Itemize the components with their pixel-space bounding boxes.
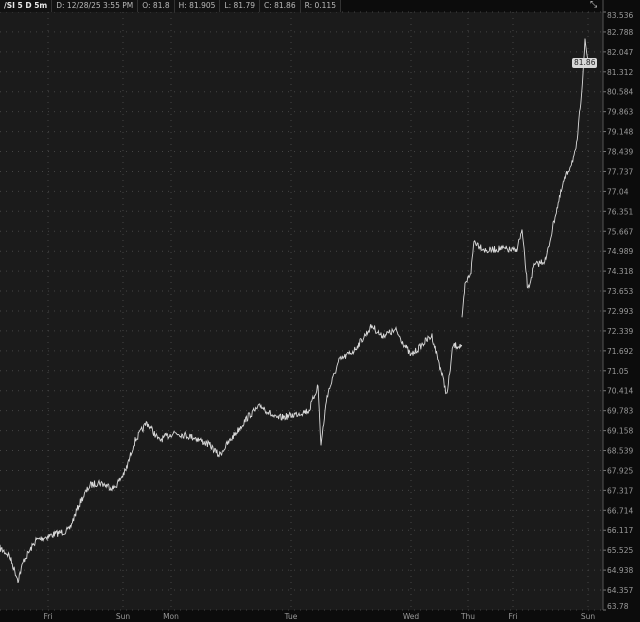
y-tick-label: 66.117 — [607, 526, 633, 535]
ohlc-header: /SI 5 D 5m D: 12/28/25 3:55 PM O: 81.8 H… — [0, 0, 341, 12]
y-tick-label: 81.312 — [607, 68, 633, 77]
y-tick-label: 79.863 — [607, 108, 633, 117]
y-tick-label: 65.525 — [607, 546, 633, 555]
y-tick-label: 64.357 — [607, 586, 633, 595]
y-tick-label: 77.737 — [607, 167, 633, 176]
range-label: R: 0.115 — [301, 0, 341, 12]
y-tick-label: 79.148 — [607, 128, 633, 137]
y-tick-label: 63.78 — [607, 602, 629, 611]
y-tick-label: 64.938 — [607, 566, 633, 575]
y-tick-label: 69.783 — [607, 407, 633, 416]
y-tick-label: 69.158 — [607, 427, 633, 436]
y-tick-label: 72.993 — [607, 307, 633, 316]
price-line-segment-1 — [461, 38, 589, 318]
y-tick-label: 72.339 — [607, 327, 633, 336]
x-tick-label: Wed — [403, 612, 420, 621]
low-label: L: 81.79 — [220, 0, 260, 12]
x-tick-label: Mon — [163, 612, 179, 621]
y-tick-label: 67.925 — [607, 466, 633, 475]
open-label: O: 81.8 — [138, 0, 175, 12]
y-tick-label: 67.317 — [607, 486, 633, 495]
y-tick-label: 82.788 — [607, 28, 633, 37]
x-tick-label: Fri — [509, 612, 518, 621]
x-tick-label: Fri — [44, 612, 53, 621]
y-tick-label: 71.692 — [607, 347, 633, 356]
y-tick-label: 70.414 — [607, 387, 633, 396]
plot-area — [0, 12, 603, 610]
y-tick-label: 74.318 — [607, 267, 633, 276]
y-tick-label: 76.351 — [607, 207, 633, 216]
y-tick-label: 83.536 — [607, 11, 633, 20]
y-tick-label: 71.05 — [607, 367, 629, 376]
price-line-segment-0 — [0, 324, 463, 584]
date-label: D: 12/28/25 3:55 PM — [52, 0, 139, 12]
zoom-icon[interactable]: ⤡ — [590, 0, 598, 10]
y-tick-label: 75.667 — [607, 227, 633, 236]
x-tick-label: Thu — [460, 612, 475, 621]
y-tick-label: 68.539 — [607, 447, 633, 456]
last-price-badge: 81.86 — [572, 58, 598, 68]
symbol-label: /SI 5 D 5m — [0, 0, 53, 12]
x-tick-label: Tue — [284, 612, 298, 621]
x-tick-label: Sun — [116, 612, 131, 621]
x-tick-label: Sun — [581, 612, 596, 621]
x-axis-panel — [0, 610, 640, 622]
high-label: H: 81.905 — [175, 0, 221, 12]
close-label: C: 81.86 — [260, 0, 301, 12]
y-tick-label: 74.989 — [607, 247, 633, 256]
y-tick-label: 77.04 — [607, 187, 629, 196]
y-tick-label: 80.584 — [607, 88, 633, 97]
y-tick-label: 66.714 — [607, 506, 633, 515]
y-axis-panel — [603, 0, 640, 622]
y-tick-label: 78.439 — [607, 148, 633, 157]
y-tick-label: 82.047 — [607, 48, 633, 57]
y-tick-label: 73.653 — [607, 287, 633, 296]
